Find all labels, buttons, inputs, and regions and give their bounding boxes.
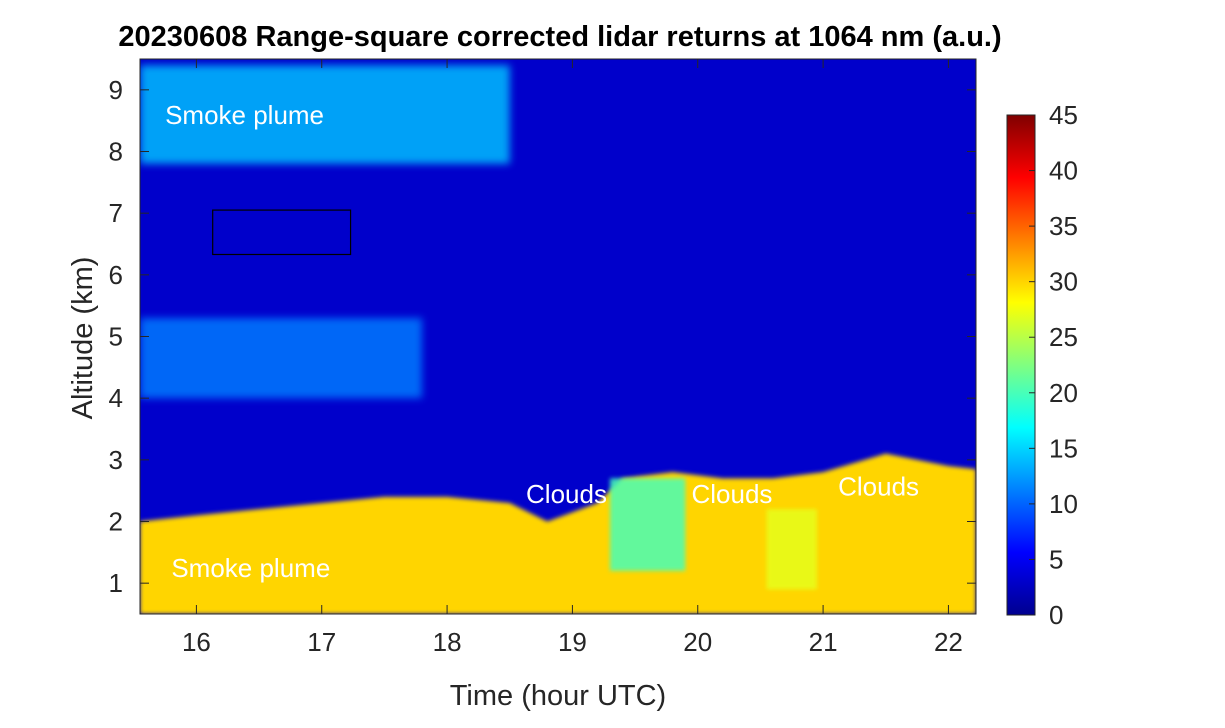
y-tick-label: 2 xyxy=(109,507,123,537)
colorbar-tick-label: 30 xyxy=(1049,267,1078,297)
plot-area xyxy=(140,59,976,614)
colorbar-tick-label: 15 xyxy=(1049,433,1078,463)
colorbar-tick-label: 20 xyxy=(1049,378,1078,408)
colorbar-tick-label: 0 xyxy=(1049,600,1063,630)
colorbar: 0 5 10 15 20 25 30 35 40 45 xyxy=(1006,100,1078,630)
y-tick-label: 8 xyxy=(109,137,123,167)
smoke-layer-mid xyxy=(140,318,423,399)
annotation-2: Smoke plume xyxy=(171,553,330,583)
highlight-box xyxy=(212,209,352,256)
annotation-3: Clouds xyxy=(526,479,607,509)
colorbar-tick-label: 40 xyxy=(1049,156,1078,186)
annotation-5: Clouds xyxy=(838,472,919,502)
x-tick-label: 17 xyxy=(307,627,336,657)
y-tick-label: 9 xyxy=(109,75,123,105)
cloud-region-1 xyxy=(610,478,686,571)
x-tick-label: 22 xyxy=(934,627,963,657)
annotation-4: Clouds xyxy=(691,479,772,509)
colorbar-tick-label: 35 xyxy=(1049,211,1078,241)
x-tick-label: 21 xyxy=(809,627,838,657)
annotation-1: Smoke plume xyxy=(165,100,324,130)
y-tick-label: 7 xyxy=(109,198,123,228)
y-tick-label: 4 xyxy=(109,383,123,413)
heatmap-layers xyxy=(140,65,976,614)
chart-title: 20230608 Range-square corrected lidar re… xyxy=(118,21,1001,53)
colorbar-tick-label: 45 xyxy=(1049,100,1078,130)
x-tick-label: 18 xyxy=(433,627,462,657)
x-tick-label: 20 xyxy=(683,627,712,657)
colorbar-tick-label: 10 xyxy=(1049,489,1078,519)
colorbar-tick-label: 25 xyxy=(1049,322,1078,352)
x-tick-label: 19 xyxy=(558,627,587,657)
x-tick-label: 16 xyxy=(182,627,211,657)
y-tick-label: 1 xyxy=(109,568,123,598)
cloud-region-2 xyxy=(766,509,817,590)
colorbar-tick-label: 5 xyxy=(1049,544,1063,574)
annotations: Smoke plume Smoke plume Clouds Clouds Clouds xyxy=(165,100,919,583)
x-axis-label: Time (hour UTC) xyxy=(450,680,666,712)
smoke-layer-upper xyxy=(140,65,510,164)
y-tick-label: 3 xyxy=(109,445,123,475)
y-axis-label: Altitude (km) xyxy=(67,257,99,420)
y-tick-label: 5 xyxy=(109,322,123,352)
x-axis: 16 17 18 19 20 21 22 xyxy=(182,59,963,657)
colorbar-gradient xyxy=(1006,114,1036,616)
y-tick-label: 6 xyxy=(109,260,123,290)
y-axis: 1 2 3 4 5 6 7 8 9 xyxy=(109,75,976,598)
